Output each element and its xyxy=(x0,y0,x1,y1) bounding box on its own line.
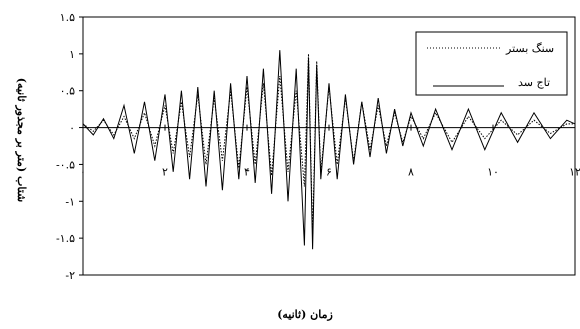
legend: سنگ بستر تاج سد xyxy=(415,31,568,96)
x-tick-label: ۰ xyxy=(80,166,86,179)
x-axis-label: زمان (ثانیه) xyxy=(277,308,333,321)
x-tick-label: ۲ xyxy=(162,166,168,179)
x-tick-label: ۶ xyxy=(326,166,332,179)
y-tick-label: -۱ xyxy=(65,195,75,208)
y-tick-label: ۰.۵ xyxy=(60,85,75,98)
y-tick-label: -۱.۵ xyxy=(56,232,75,245)
y-tick-label: -۰.۵ xyxy=(56,158,75,171)
y-tick-label: ۰ xyxy=(69,122,75,135)
x-tick-label: ۱۰ xyxy=(487,166,499,179)
legend-label-bedrock: سنگ بستر xyxy=(505,42,554,55)
legend-box xyxy=(415,31,568,96)
axes: ۱.۵ ۱ ۰.۵ ۰ -۰.۵ -۱ -۱.۵ -۲ ۰ ۲ ۴ ۶ ۸ ۱۰ ۱۲ xyxy=(56,11,580,282)
y-axis-label: شتاب (متر بر مجذور ثانیه) xyxy=(15,78,28,202)
y-tick-label: -۲ xyxy=(65,269,75,282)
legend-label-crest: تاج سد xyxy=(518,76,550,89)
x-tick-label: ۴ xyxy=(244,166,250,179)
series-layer xyxy=(82,50,576,250)
y-tick-label: ۱.۵ xyxy=(60,11,75,24)
x-tick-label: ۸ xyxy=(408,166,414,179)
x-tick-label: ۱۲ xyxy=(569,166,580,179)
series-line-crest xyxy=(82,50,576,250)
y-tick-label: ۱ xyxy=(69,48,75,61)
